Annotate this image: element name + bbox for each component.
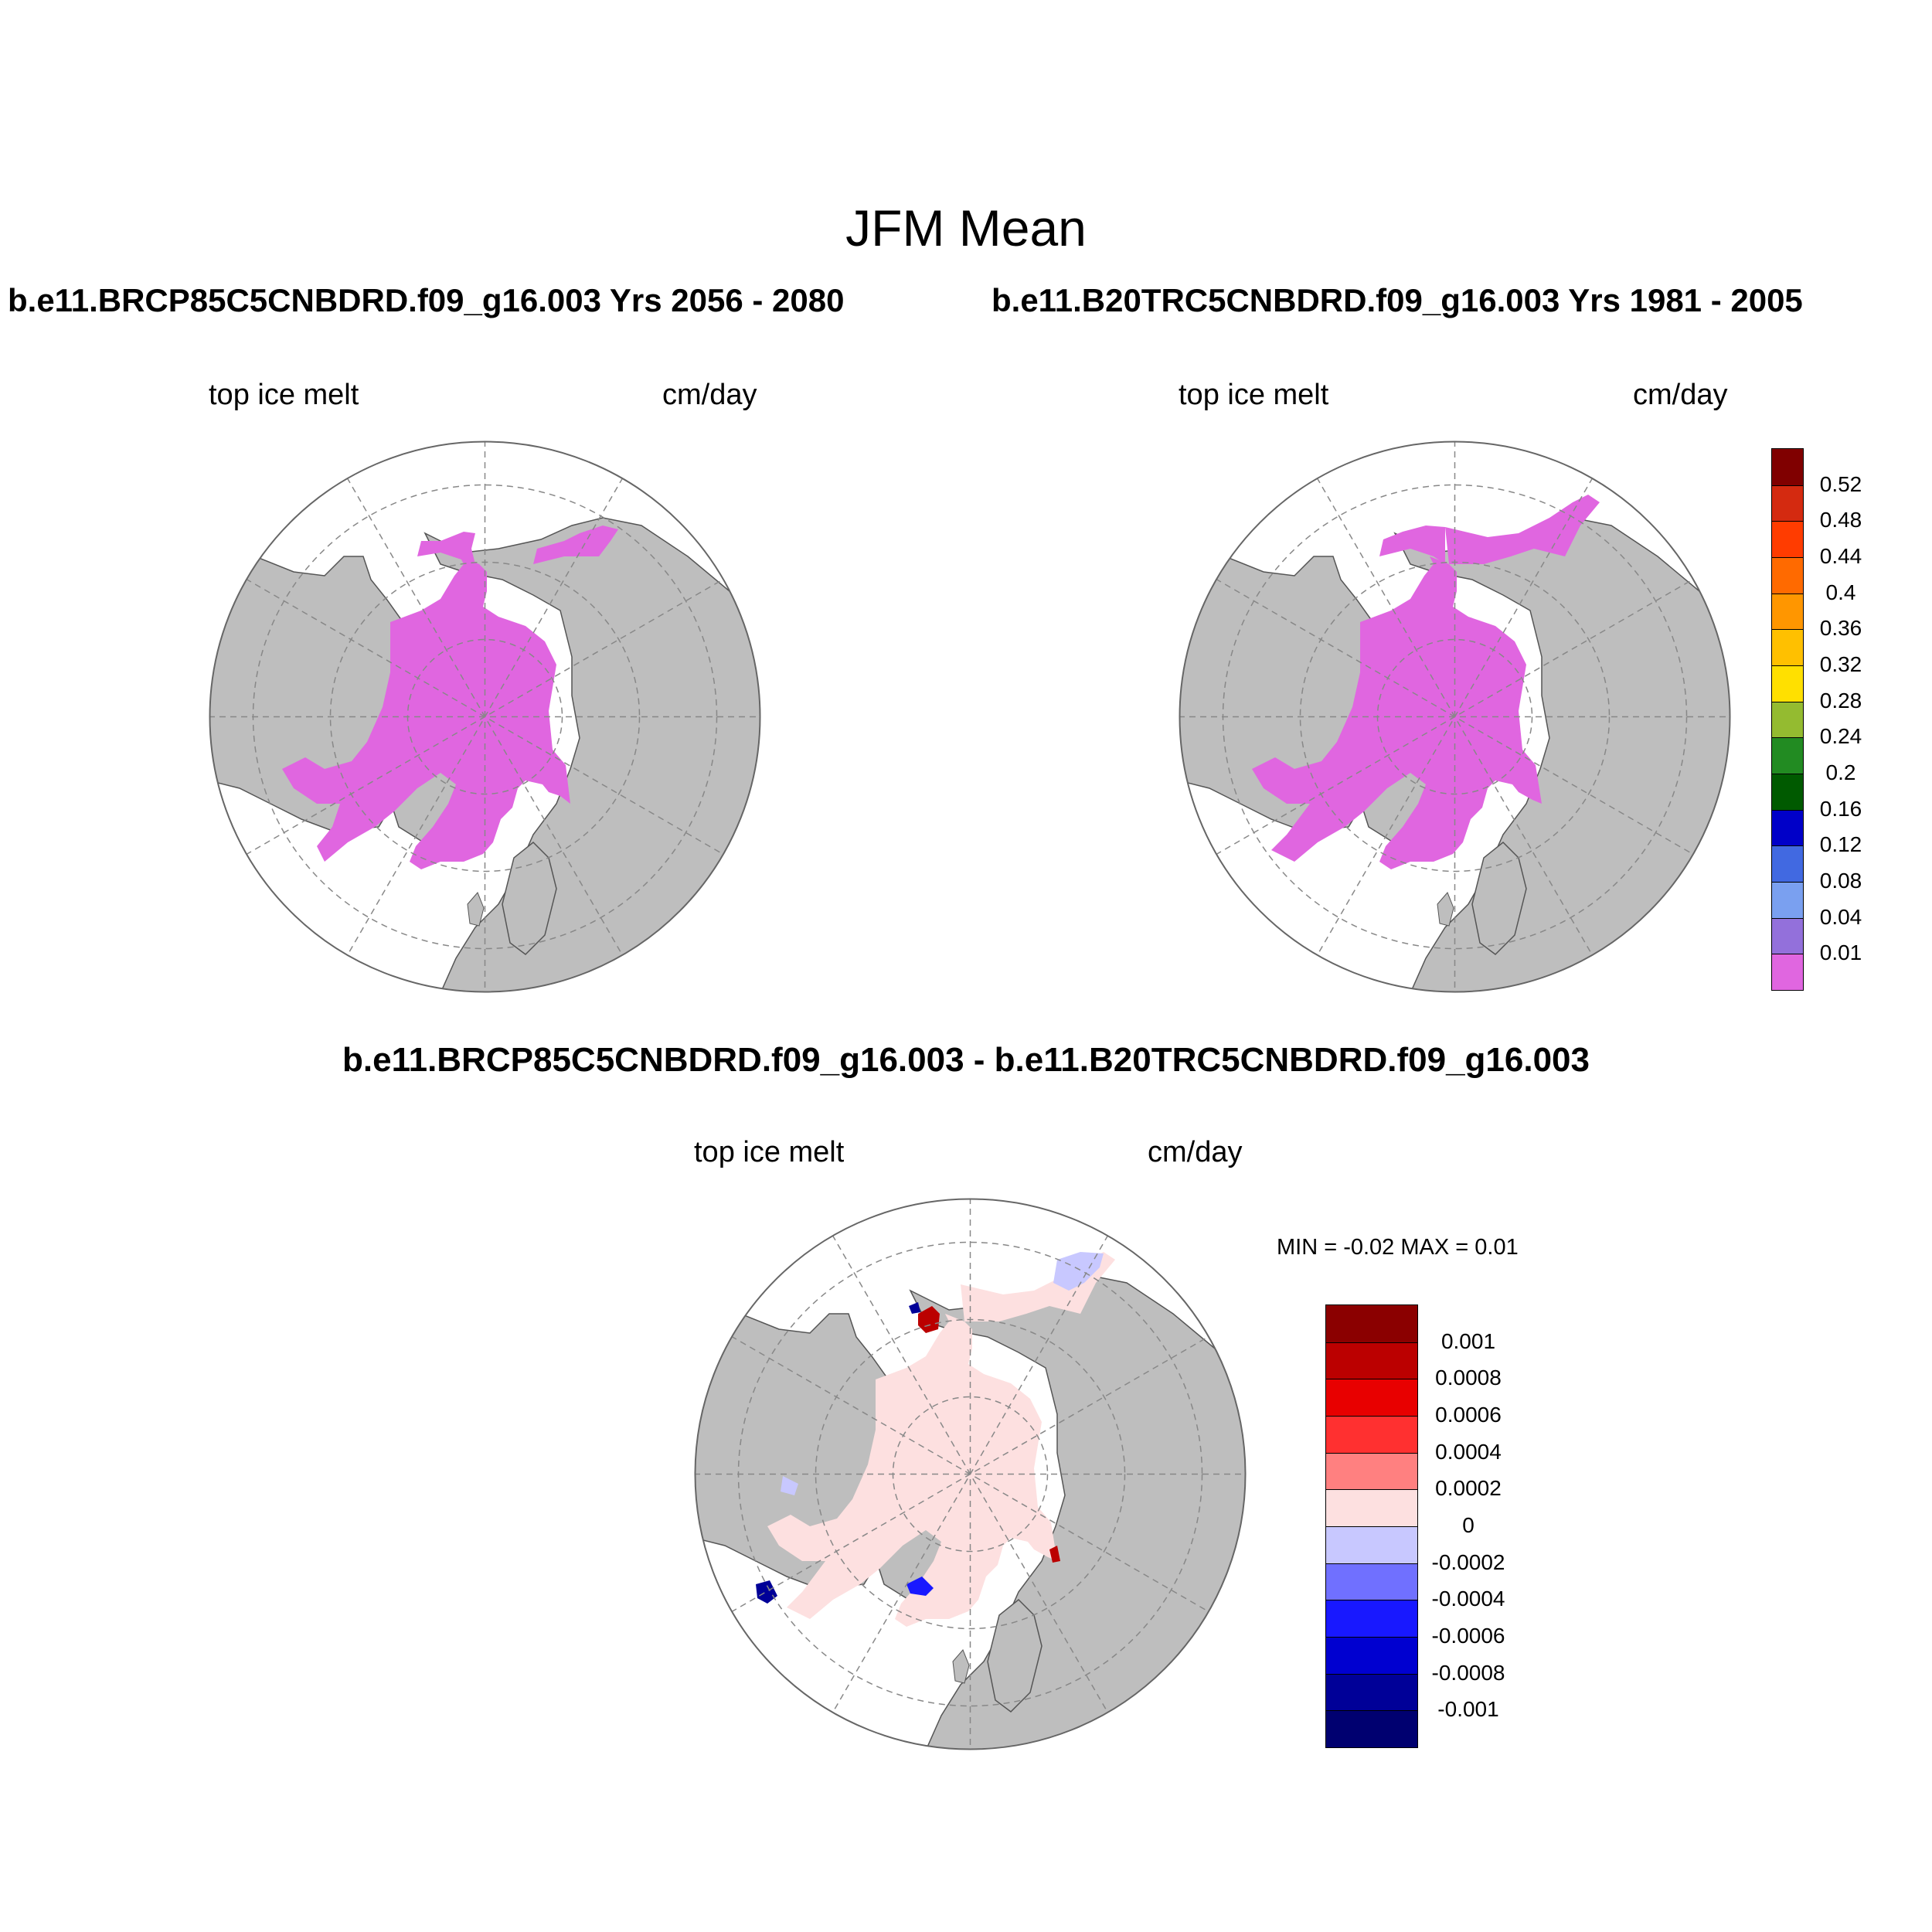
colorbar-label: 0.0006 <box>1435 1403 1502 1427</box>
colorbar-label: 0.24 <box>1819 724 1862 749</box>
scandinavia-land <box>1471 841 1527 955</box>
colorbar-segment <box>1772 774 1803 810</box>
colorbar-segment <box>1772 845 1803 882</box>
left-panel-title: b.e11.BRCP85C5CNBDRD.f09_g16.003 Yrs 205… <box>8 282 845 318</box>
colorbar-segment <box>1326 1342 1417 1379</box>
colorbar-label: 0.36 <box>1819 616 1862 641</box>
right-units-label: cm/day <box>1633 379 1728 411</box>
colorbar-box <box>1771 448 1804 991</box>
figure-title: JFM Mean <box>845 199 1087 257</box>
diff-units-label: cm/day <box>1148 1136 1243 1168</box>
right-panel-title: b.e11.B20TRC5CNBDRD.f09_g16.003 Yrs 1981… <box>992 282 1803 318</box>
diff-small-positive-area <box>767 1314 1057 1627</box>
colorbar-segment <box>1772 917 1803 954</box>
colorbar-segment <box>1772 737 1803 774</box>
scandinavia-land <box>502 841 557 955</box>
colorbar-segment <box>1326 1710 1417 1747</box>
diff-strong-negative-okhotsk <box>909 1302 920 1314</box>
colorbar-label: -0.0008 <box>1431 1660 1505 1685</box>
colorbar-label: 0.32 <box>1819 652 1862 676</box>
graticule <box>209 441 760 992</box>
right-polar-map <box>1179 440 1731 993</box>
colorbar-segment <box>1772 882 1803 918</box>
colorbar-box <box>1325 1304 1418 1748</box>
colorbar-segment <box>1326 1452 1417 1490</box>
diff-polar-map <box>694 1198 1247 1750</box>
left-polar-map <box>209 440 761 993</box>
colorbar-segment <box>1326 1563 1417 1600</box>
diff-strong-positive-baltic <box>1049 1546 1060 1563</box>
colorbar-segment <box>1772 629 1803 665</box>
left-bering-melt <box>533 526 618 564</box>
british-isles-land <box>467 892 485 927</box>
colorbar-label: -0.0006 <box>1431 1624 1505 1648</box>
colorbar-label: -0.0004 <box>1431 1587 1505 1611</box>
left-units-label: cm/day <box>662 379 757 411</box>
colorbar-segment <box>1326 1637 1417 1674</box>
colorbar-segment <box>1326 1489 1417 1526</box>
colorbar-segment <box>1326 1305 1417 1342</box>
colorbar-segment <box>1326 1379 1417 1416</box>
map-boundary <box>1179 440 1731 993</box>
left-sea-ice-melt <box>282 556 570 869</box>
colorbar-label: 0.0002 <box>1435 1476 1502 1501</box>
eurasia-land <box>423 517 760 992</box>
colorbar-label: 0.2 <box>1825 760 1856 784</box>
colorbar-label: -0.001 <box>1437 1697 1499 1722</box>
colorbar-label: 0.01 <box>1819 940 1862 965</box>
colorbar-segment <box>1772 485 1803 522</box>
colorbar-segment <box>1772 593 1803 630</box>
colorbar-label: 0.52 <box>1819 471 1862 496</box>
british-isles-land <box>1437 892 1454 927</box>
diff-strong-negative-labrador <box>756 1580 777 1604</box>
scandinavia-land <box>987 1598 1043 1713</box>
map-boundary <box>694 1198 1247 1750</box>
colorbar-segment <box>1326 1526 1417 1563</box>
right-variable-label: top ice melt <box>1179 379 1329 411</box>
colorbar-label: 0.28 <box>1819 688 1862 713</box>
diff-panel-title: b.e11.BRCP85C5CNBDRD.f09_g16.003 - b.e11… <box>342 1041 1590 1079</box>
diff-minmax-label: MIN = -0.02 MAX = 0.01 <box>1277 1235 1519 1260</box>
colorbar-label: 0.08 <box>1819 869 1862 893</box>
right-okhotsk-melt <box>1379 526 1445 564</box>
colorbar-segment <box>1772 954 1803 990</box>
map-boundary <box>209 440 761 993</box>
diff-negative-bering <box>1053 1252 1104 1291</box>
colorbar-label: 0.001 <box>1440 1328 1496 1353</box>
colorbar-segment <box>1772 809 1803 846</box>
colorbar-label: 0.16 <box>1819 796 1862 821</box>
diff-variable-label: top ice melt <box>694 1136 845 1168</box>
colorbar-segment <box>1326 1673 1417 1711</box>
colorbar-label: 0 <box>1462 1513 1475 1537</box>
colorbar-segment <box>1326 1600 1417 1637</box>
graticule <box>695 1199 1246 1750</box>
colorbar-label: 0.0008 <box>1435 1366 1502 1390</box>
colorbar-label: 0.12 <box>1819 832 1862 857</box>
colorbar-label: 0.4 <box>1825 580 1856 604</box>
diff-strong-negative-barents <box>906 1577 934 1596</box>
graticule <box>1179 441 1730 992</box>
colorbar-segment <box>1772 557 1803 594</box>
colorbar-label: 0.04 <box>1819 904 1862 929</box>
colorbar-segment <box>1772 701 1803 738</box>
diff-strong-positive-okhotsk <box>918 1306 940 1333</box>
colorbar-label: 0.48 <box>1819 508 1862 532</box>
colorbar-label: 0.44 <box>1819 544 1862 568</box>
left-variable-label: top ice melt <box>209 379 359 411</box>
right-sea-ice-melt <box>1252 556 1542 869</box>
colorbar-label: -0.0002 <box>1431 1549 1505 1574</box>
british-isles-land <box>952 1649 970 1684</box>
colorbar-segment <box>1772 665 1803 702</box>
left-okhotsk-melt <box>417 532 475 564</box>
colorbar-segment <box>1772 449 1803 485</box>
diff-negative-greenland-sea <box>781 1476 798 1495</box>
colorbar-label: 0.0004 <box>1435 1439 1502 1464</box>
colorbar-segment <box>1772 521 1803 557</box>
colorbar-segment <box>1326 1416 1417 1453</box>
right-bering-melt <box>1445 495 1600 564</box>
